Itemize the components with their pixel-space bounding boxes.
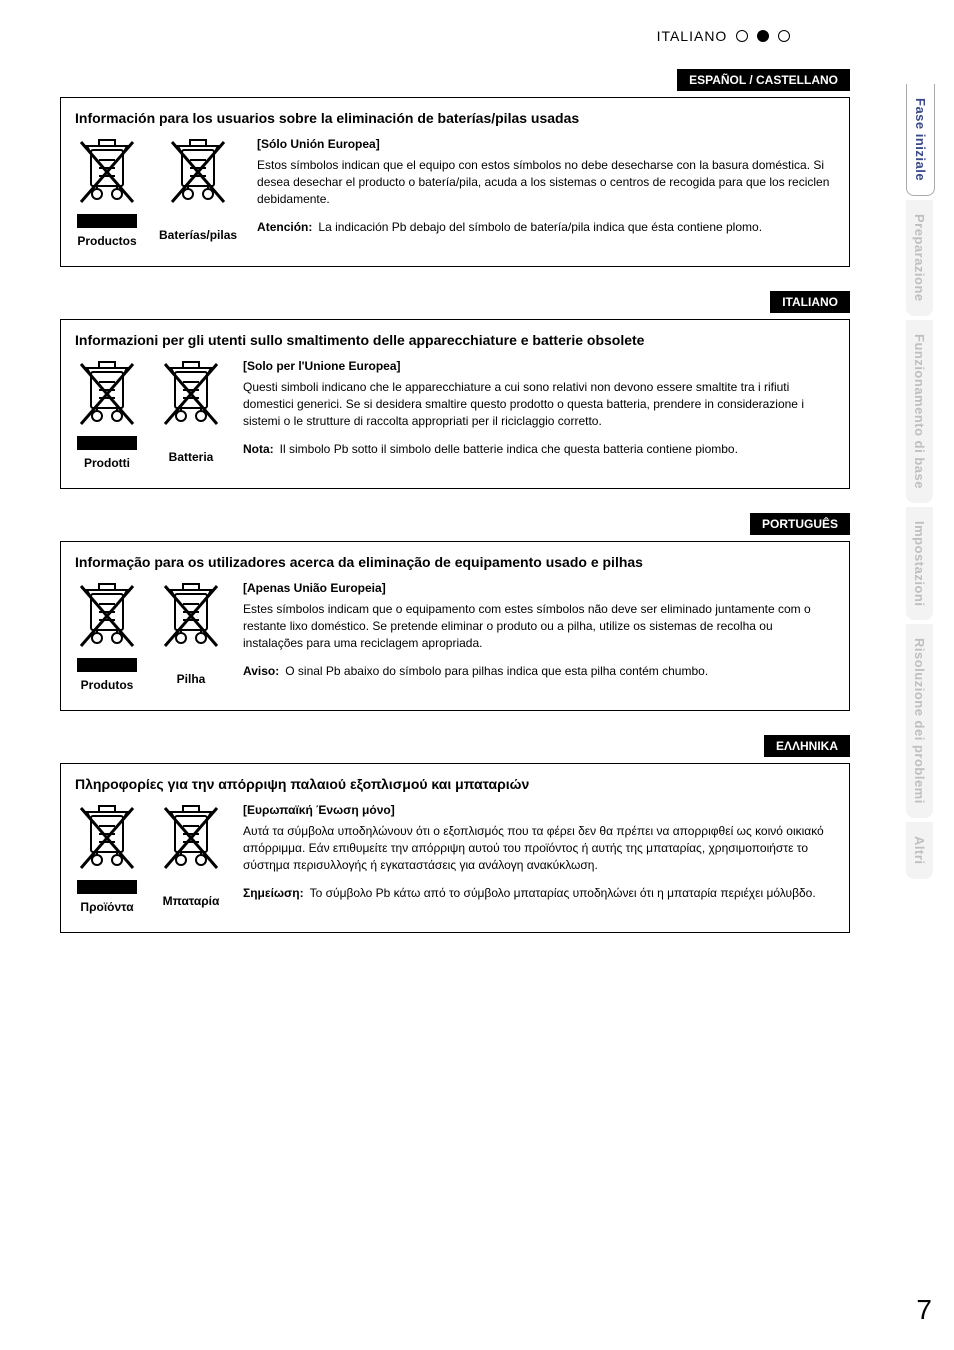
note-row: Nota:Il simbolo Pb sotto il simbolo dell…: [243, 441, 835, 458]
product-icon-block: Productos: [75, 136, 139, 248]
side-tab[interactable]: Impostazioni: [906, 507, 933, 620]
icon-column: Προϊόντα Μπαταρία: [75, 802, 223, 914]
battery-label: Pilha: [177, 672, 206, 686]
subtitle: [Ευρωπαϊκή Ένωση μόνο]: [243, 802, 835, 819]
product-label: Produtos: [81, 678, 134, 692]
weee-bin-icon: [75, 802, 139, 874]
side-tab[interactable]: Funzionamento di base: [906, 320, 933, 503]
disposal-info-box: Πληροφορίες για την απόρριψη παλαιού εξο…: [60, 763, 850, 933]
dot-filled-icon: [757, 30, 769, 42]
weee-bin-icon: [159, 802, 223, 874]
text-column: [Ευρωπαϊκή Ένωση μόνο] Αυτά τα σύμβολα υπ…: [223, 802, 835, 902]
section-title: Πληροφορίες για την απόρριψη παλαιού εξο…: [75, 776, 835, 792]
body-text: Estos símbolos indican que el equipo con…: [257, 157, 835, 207]
battery-icon-block: Pilha: [159, 580, 223, 692]
weee-bin-icon: [166, 136, 230, 208]
note-label: Nota:: [243, 441, 280, 458]
note-label: Σημείωση:: [243, 885, 310, 902]
note-text: O sinal Pb abaixo do símbolo para pilhas…: [285, 663, 835, 680]
info-row: ProductosBaterías/pilas[Sólo Unión Europ…: [75, 136, 835, 248]
product-label: Προϊόντα: [80, 900, 133, 914]
weee-bin-icon: [75, 580, 139, 652]
page-indicator-dots: [732, 29, 790, 45]
weee-bin-icon: [159, 580, 223, 652]
language-header: ITALIANO: [60, 28, 850, 45]
info-row: Produtos Pilha [Apenas União Europeia] Este…: [75, 580, 835, 692]
section-title: Informação para os utilizadores acerca d…: [75, 554, 835, 570]
battery-icon-block: Baterías/pilas: [159, 136, 237, 248]
icon-column: Productos Baterías/pilas: [75, 136, 237, 248]
subtitle: [Solo per l'Unione Europea]: [243, 358, 835, 375]
info-row: Προϊόντα Μπαταρία [Ευρωπαϊκή Ένωση μόνο] Αυ…: [75, 802, 835, 914]
page-content: ITALIANO ESPAÑOL / CASTELLANO Información…: [60, 0, 850, 933]
battery-icon-block: Batteria: [159, 358, 223, 470]
battery-label: Μπαταρία: [163, 894, 220, 908]
language-badge: ΕΛΛΗΝΙΚΑ: [764, 735, 850, 757]
language-badge: ITALIANO: [770, 291, 850, 313]
section-title: Informazioni per gli utenti sullo smalti…: [75, 332, 835, 348]
note-text: Το σύμβολο Pb κάτω από το σύμβολο μπαταρ…: [310, 885, 835, 902]
product-label: Prodotti: [84, 456, 130, 470]
note-text: Il simbolo Pb sotto il simbolo delle bat…: [280, 441, 835, 458]
icon-bar: [77, 658, 137, 672]
section-title: Información para los usuarios sobre la e…: [75, 110, 835, 126]
icon-column: Prodotti Batteria: [75, 358, 223, 470]
note-label: Atención:: [257, 219, 318, 236]
side-tabs: Fase iniziale Preparazione Funzionamento d…: [906, 84, 938, 883]
text-column: [Solo per l'Unione Europea] Questi simbol…: [223, 358, 835, 458]
icon-bar: [77, 214, 137, 228]
weee-bin-icon: [75, 136, 139, 208]
weee-bin-icon: [75, 358, 139, 430]
subtitle: [Sólo Unión Europea]: [257, 136, 835, 153]
note-row: Atención:La indicación Pb debajo del sím…: [257, 219, 835, 236]
subtitle: [Apenas União Europeia]: [243, 580, 835, 597]
text-column: [Sólo Unión Europea] Estos símbolos indic…: [237, 136, 835, 236]
disposal-info-box: Información para los usuarios sobre la e…: [60, 97, 850, 267]
battery-label: Batteria: [169, 450, 214, 464]
language-badge: PORTUGUÊS: [750, 513, 850, 535]
note-row: Aviso:O sinal Pb abaixo do símbolo para …: [243, 663, 835, 680]
note-label: Aviso:: [243, 663, 285, 680]
info-row: Prodotti Batteria [Solo per l'Unione Europ…: [75, 358, 835, 470]
page-number: 7: [916, 1294, 932, 1326]
product-icon-block: Προϊόντα: [75, 802, 139, 914]
header-language-label: ITALIANO: [657, 28, 728, 44]
icon-bar: [77, 880, 137, 894]
side-tab[interactable]: Preparazione: [906, 200, 933, 316]
icon-bar: [77, 436, 137, 450]
product-icon-block: Produtos: [75, 580, 139, 692]
body-text: Αυτά τα σύμβολα υποδηλώνουν ότι ο εξοπλι…: [243, 823, 835, 873]
language-badge: ESPAÑOL / CASTELLANO: [677, 69, 850, 91]
disposal-info-box: Informazioni per gli utenti sullo smalti…: [60, 319, 850, 489]
note-text: La indicación Pb debajo del símbolo de b…: [318, 219, 835, 236]
dot-icon: [778, 30, 790, 42]
product-icon-block: Prodotti: [75, 358, 139, 470]
product-label: Productos: [77, 234, 136, 248]
battery-icon-block: Μπαταρία: [159, 802, 223, 914]
battery-label: Baterías/pilas: [159, 228, 237, 242]
side-tab[interactable]: Risoluzione dei problemi: [906, 624, 933, 818]
body-text: Estes símbolos indicam que o equipamento…: [243, 601, 835, 651]
body-text: Questi simboli indicano che le apparecch…: [243, 379, 835, 429]
side-tab[interactable]: Altri: [906, 822, 933, 879]
icon-column: Produtos Pilha: [75, 580, 223, 692]
dot-icon: [736, 30, 748, 42]
side-tab[interactable]: Fase iniziale: [906, 84, 935, 196]
weee-bin-icon: [159, 358, 223, 430]
note-row: Σημείωση:Το σύμβολο Pb κάτω από το σύμβο…: [243, 885, 835, 902]
text-column: [Apenas União Europeia] Estes símbolos in…: [223, 580, 835, 680]
disposal-info-box: Informação para os utilizadores acerca d…: [60, 541, 850, 711]
